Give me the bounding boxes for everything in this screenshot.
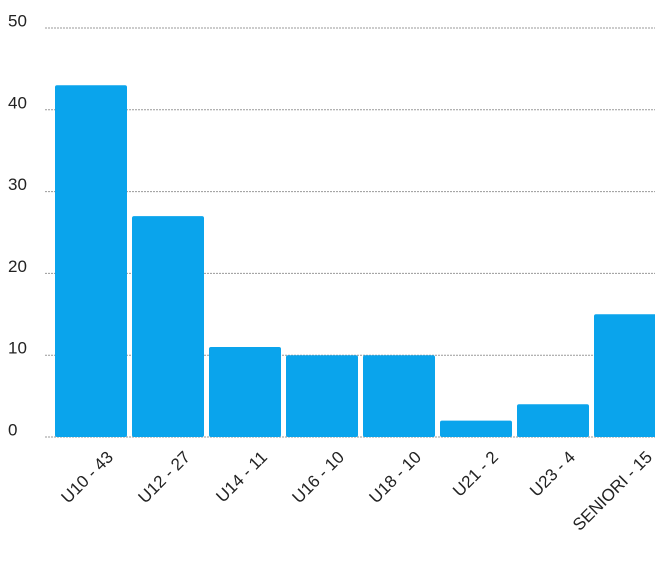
chart: 0 10 20 30 40 50 U10 - 43 U12 - 27 U14 - 11 U16 -… (0, 0, 655, 563)
y-tick-label: 10 (8, 339, 27, 358)
bar (209, 347, 281, 437)
bar (363, 355, 435, 437)
bar (517, 404, 589, 437)
x-tick-label: U12 - 27 (134, 448, 194, 508)
x-tick-label: U21 - 2 (449, 448, 502, 501)
x-tick-label: U16 - 10 (288, 448, 348, 508)
bar (132, 216, 204, 437)
x-tick-label: U18 - 10 (365, 448, 425, 508)
x-tick-label: U10 - 43 (57, 448, 117, 508)
x-tick-label: U14 - 11 (212, 448, 271, 507)
page: 0 10 20 30 40 50 U10 - 43 U12 - 27 U14 - 11 U16 -… (0, 0, 655, 563)
bar (440, 421, 512, 437)
y-tick-label: 0 (8, 420, 17, 439)
bar (594, 314, 655, 437)
bar (286, 355, 358, 437)
y-tick-label: 20 (8, 257, 27, 276)
bar (55, 85, 127, 437)
x-tick-label: SENIORI - 15 (569, 448, 655, 535)
y-tick-label: 40 (8, 93, 27, 112)
y-tick-label: 50 (8, 11, 27, 30)
x-tick-label: U23 - 4 (526, 448, 579, 501)
y-tick-label: 30 (8, 175, 27, 194)
